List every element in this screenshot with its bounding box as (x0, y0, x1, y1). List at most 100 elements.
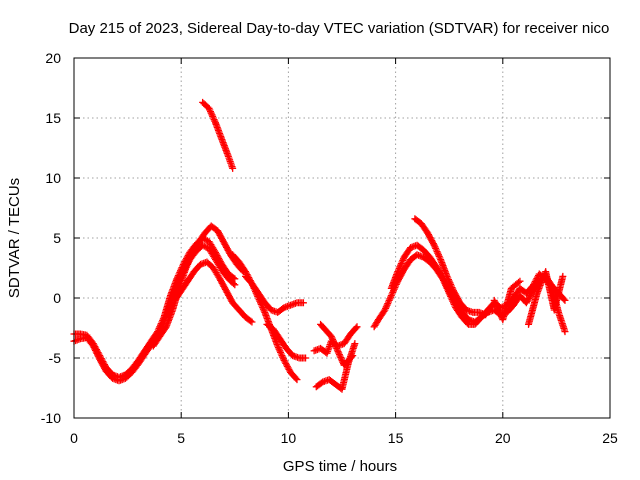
data-point-fill (292, 374, 300, 382)
data-point-fill (451, 290, 459, 298)
data-point-fill (228, 163, 236, 171)
series-14 (411, 215, 490, 319)
data-point-fill (282, 359, 290, 367)
data-point-fill (75, 335, 83, 343)
data-point-fill (210, 253, 218, 261)
data-point-fill (187, 252, 195, 260)
data-point-fill (233, 304, 241, 312)
data-point-fill (432, 246, 440, 254)
data-point-fill (274, 344, 282, 352)
data-point-fill (277, 350, 285, 358)
data-point-fill (433, 248, 441, 256)
data-point-fill (396, 263, 404, 271)
data-point-fill (287, 349, 295, 357)
data-point-fill (217, 276, 225, 284)
data-point-fill (434, 249, 442, 257)
chart-title: Day 215 of 2023, Sidereal Day-to-day VTE… (69, 20, 610, 37)
data-point-fill (436, 254, 444, 262)
data-point-fill (338, 357, 346, 365)
data-point-fill (259, 305, 267, 313)
data-point-fill (228, 278, 236, 286)
data-point-fill (453, 293, 461, 301)
data-point-fill (224, 290, 232, 298)
data-point-fill (448, 296, 456, 304)
data-point-fill (101, 364, 109, 372)
data-point-fill (217, 134, 225, 142)
data-point-fill (217, 233, 225, 241)
data-point-fill (446, 291, 454, 299)
data-point-fill (190, 246, 198, 254)
data-point-fill (160, 326, 168, 334)
data-point-fill (277, 348, 285, 356)
data-point (220, 239, 228, 247)
data-point-fill (523, 297, 531, 305)
y-tick-label: 0 (53, 290, 61, 306)
data-point-fill (316, 380, 324, 388)
data-point-fill (220, 282, 228, 290)
data-point-fill (426, 234, 434, 242)
data-point-fill (449, 299, 457, 307)
data-point-fill (436, 270, 444, 278)
data-point-fill (329, 337, 337, 345)
data-point-fill (139, 353, 147, 361)
data-point-fill (259, 296, 267, 304)
data-point-fill (417, 244, 425, 252)
data-point-fill (202, 102, 210, 110)
data-point-fill (383, 301, 391, 309)
data-point-fill (438, 273, 446, 281)
data-point-fill (382, 304, 390, 312)
data-point-fill (184, 260, 192, 268)
data-point-fill (439, 276, 447, 284)
data-point-fill (328, 334, 336, 342)
data-point-fill (185, 257, 193, 265)
data-point-fill (422, 226, 430, 234)
data-point-fill (373, 318, 381, 326)
data-point-fill (397, 261, 405, 269)
data-point (387, 292, 395, 300)
data-point-fill (94, 352, 102, 360)
data-point-fill (387, 293, 395, 301)
data-point-fill (454, 294, 462, 302)
data-point-fill (182, 280, 190, 288)
data-point-fill (216, 263, 224, 271)
series-2 (70, 241, 239, 385)
data-point-fill (181, 267, 189, 275)
data-point-fill (456, 310, 464, 318)
data-point-fill (333, 345, 341, 353)
data-point-fill (154, 335, 162, 343)
data-point-fill (444, 286, 452, 294)
data-point-fill (442, 281, 450, 289)
data-point-fill (240, 265, 248, 273)
data-point-fill (399, 256, 407, 264)
data-point-fill (253, 286, 261, 294)
y-tick-label: 10 (45, 170, 61, 186)
series-11 (317, 320, 357, 369)
data-point-fill (527, 284, 535, 292)
data-point-fill (449, 297, 457, 305)
data-point-fill (275, 345, 283, 353)
data-point-fill (425, 232, 433, 240)
data-point-fill (207, 262, 215, 270)
data-point-fill (435, 267, 443, 275)
data-point-fill (530, 279, 538, 287)
data-point-fill (394, 266, 402, 274)
data-point-fill (325, 330, 333, 338)
data-point-fill (206, 106, 214, 114)
data-point-fill (246, 277, 254, 285)
data-point-fill (285, 302, 293, 310)
data-point-fill (430, 260, 438, 268)
x-tick-label: 20 (495, 430, 511, 446)
data-point-fill (221, 285, 229, 293)
data-points (70, 98, 569, 393)
data-point-fill (219, 281, 227, 289)
data-point-fill (444, 274, 452, 282)
data-point-fill (449, 285, 457, 293)
data-point-fill (199, 232, 207, 240)
data-point-fill (530, 281, 538, 288)
x-tick-label: 25 (602, 430, 618, 446)
data-point-fill (434, 266, 442, 274)
data-point-fill (386, 295, 394, 303)
data-point-fill (351, 325, 359, 333)
axis-ticks: 0 5 10 15 20 25 -10 -5 0 5 10 15 20 (41, 50, 618, 446)
